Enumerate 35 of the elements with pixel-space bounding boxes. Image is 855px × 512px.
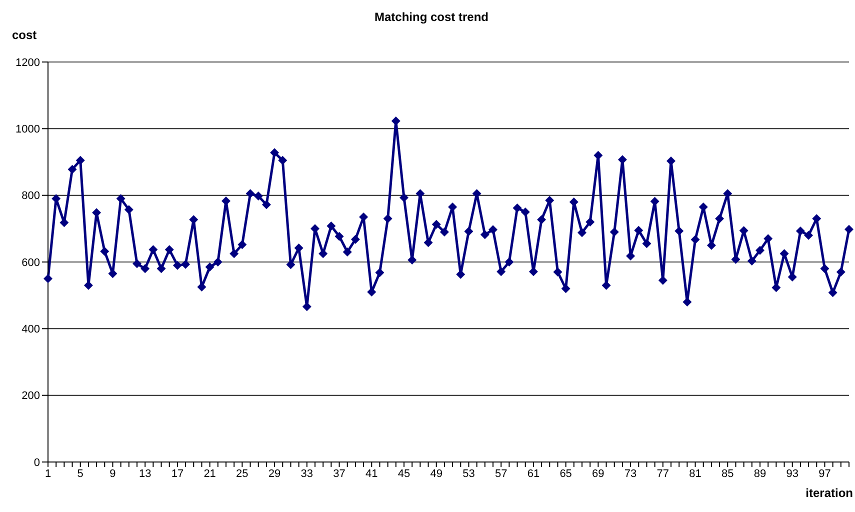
x-tick-label: 61	[527, 468, 540, 480]
x-tick-label: 53	[462, 468, 475, 480]
x-tick-label: 1	[44, 468, 52, 480]
x-tick-label: 85	[722, 468, 734, 480]
y-tick-label: 1000	[16, 124, 40, 136]
x-tick-label: 65	[560, 468, 572, 480]
x-tick-label: 73	[624, 468, 637, 480]
y-tick-label: 200	[22, 390, 40, 402]
x-tick-label: 45	[398, 468, 410, 480]
x-tick-label: 69	[592, 468, 604, 480]
y-axis-title: cost	[12, 28, 37, 42]
y-tick-label: 400	[22, 324, 40, 336]
x-tick-label: 13	[138, 468, 152, 480]
x-tick-label: 37	[333, 468, 346, 480]
x-tick-label: 29	[268, 468, 281, 480]
x-tick-label: 5	[77, 468, 84, 480]
x-tick-label: 49	[430, 468, 442, 480]
x-tick-label: 41	[366, 468, 378, 480]
chart-title: Matching cost trend	[373, 10, 490, 24]
x-tick-label: 9	[110, 468, 116, 480]
x-tick-label: 21	[204, 468, 216, 480]
y-tick-label: 1200	[16, 56, 40, 69]
y-tick-label: 800	[22, 190, 40, 202]
x-tick-label: 97	[818, 468, 831, 480]
x-tick-label: 33	[300, 468, 314, 480]
x-tick-label: 81	[689, 468, 702, 480]
x-tick-label: 93	[786, 468, 798, 480]
x-axis-title: iteration	[806, 486, 853, 500]
x-tick-label: 17	[171, 468, 184, 480]
x-tick-label: 89	[754, 468, 766, 480]
y-tick-label: 600	[22, 256, 40, 269]
y-tick-label: 0	[34, 456, 40, 469]
x-tick-label: 25	[236, 468, 248, 480]
x-tick-label: 77	[656, 468, 670, 480]
x-tick-label: 57	[494, 468, 508, 480]
